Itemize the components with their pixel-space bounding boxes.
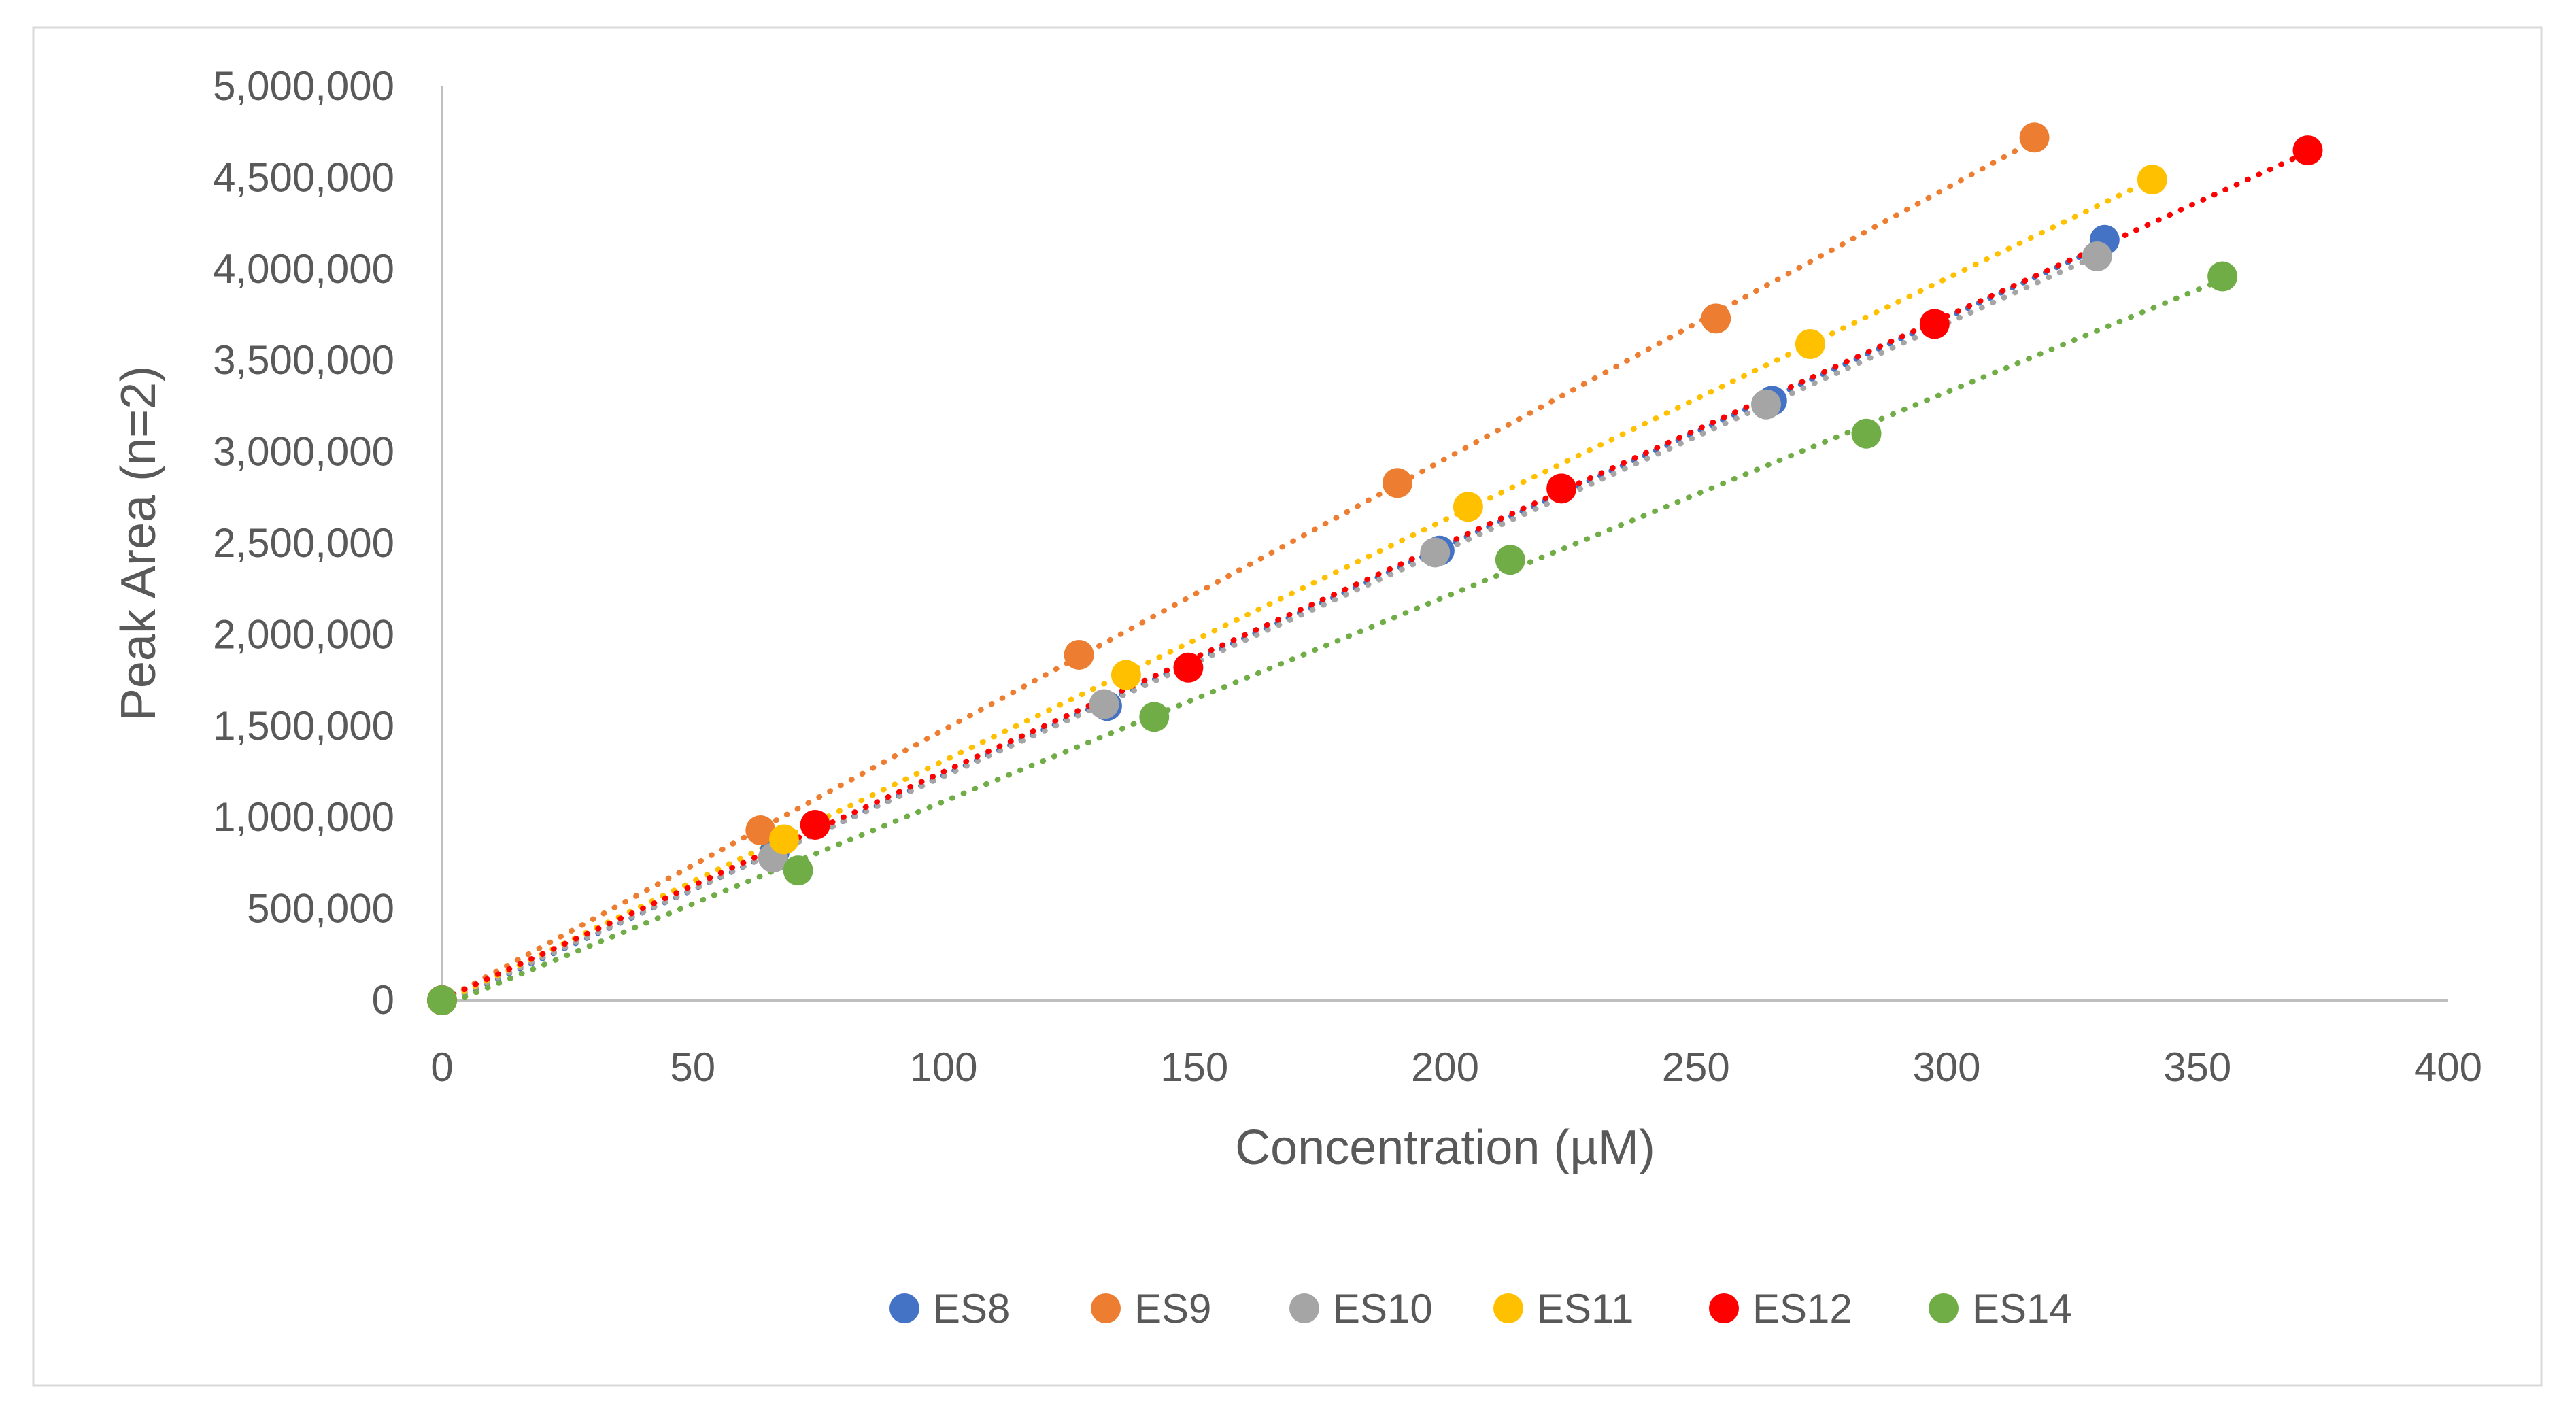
legend-marker-es14 — [1929, 1293, 1959, 1323]
trendline-es12 — [439, 149, 2311, 1002]
point-es9 — [1701, 303, 1731, 334]
chart-frame — [32, 26, 2543, 1387]
legend-marker-es11 — [1493, 1293, 1523, 1323]
y-tick-label: 500,000 — [247, 886, 394, 932]
point-es12 — [1546, 473, 1577, 504]
legend-label-es14: ES14 — [1972, 1286, 2072, 1331]
point-es9 — [1064, 639, 1094, 670]
x-tick-label: 100 — [909, 1044, 977, 1090]
trendlines — [439, 137, 2311, 1009]
trendline-es14 — [439, 277, 2226, 1009]
legend: ES8 ES9 ES10 ES11 ES12 ES14 — [889, 1286, 2072, 1331]
y-tick-label: 0 — [372, 977, 394, 1023]
x-tick-label: 200 — [1411, 1044, 1479, 1090]
y-tick-label: 4,000,000 — [213, 246, 394, 292]
point-es10 — [1420, 537, 1451, 568]
point-es9 — [1382, 468, 1412, 498]
y-axis-title: Peak Area (n=2) — [112, 366, 166, 721]
y-tick-labels: 0 500,000 1,000,000 1,500,000 2,000,000 2,500… — [213, 63, 394, 1023]
trendline-es9 — [439, 137, 2037, 1004]
y-tick-label: 2,500,000 — [213, 520, 394, 566]
point-es12 — [2292, 135, 2323, 166]
trendline-es11 — [439, 177, 2155, 1005]
x-tick-label: 300 — [1912, 1044, 1980, 1090]
point-es12 — [1173, 652, 1204, 683]
point-es14 — [1495, 545, 1525, 575]
y-tick-label: 4,500,000 — [213, 154, 394, 200]
y-tick-label: 3,500,000 — [213, 337, 394, 383]
point-es10 — [2082, 241, 2112, 271]
legend-label-es11: ES11 — [1537, 1286, 1633, 1331]
y-tick-label: 2,000,000 — [213, 611, 394, 657]
point-es11 — [1111, 660, 1141, 690]
legend-label-es8: ES8 — [933, 1286, 1010, 1331]
legend-marker-es8 — [889, 1293, 919, 1323]
legend-marker-es10 — [1289, 1293, 1319, 1323]
legend-marker-es12 — [1709, 1293, 1739, 1323]
point-es12 — [1919, 309, 1950, 339]
point-es9 — [2019, 122, 2050, 153]
legend-label-es10: ES10 — [1333, 1286, 1433, 1331]
y-tick-label: 3,000,000 — [213, 429, 394, 475]
point-es14 — [783, 855, 813, 886]
point-es10 — [1089, 689, 1119, 719]
legend-marker-es9 — [1091, 1293, 1121, 1323]
point-es14 — [427, 985, 457, 1015]
point-es11 — [1795, 329, 1825, 360]
x-tick-label: 150 — [1160, 1044, 1228, 1090]
point-es12 — [800, 809, 830, 840]
x-tick-label: 50 — [670, 1044, 715, 1090]
trendline-es10 — [439, 252, 2100, 1006]
data-points — [427, 122, 2323, 1015]
point-es10 — [1751, 389, 1781, 420]
point-es11 — [768, 824, 799, 855]
y-tick-label: 5,000,000 — [213, 63, 394, 109]
x-tick-label: 0 — [430, 1044, 453, 1090]
point-es11 — [1453, 492, 1483, 522]
x-tick-label: 400 — [2414, 1044, 2482, 1090]
point-es14 — [1851, 418, 1882, 449]
x-tick-label: 350 — [2163, 1044, 2231, 1090]
x-axis-title: Concentration (µM) — [1235, 1121, 1655, 1175]
point-es11 — [2137, 165, 2167, 195]
point-es9 — [745, 815, 776, 846]
y-tick-label: 1,500,000 — [213, 703, 394, 749]
legend-label-es9: ES9 — [1134, 1286, 1211, 1331]
x-tick-label: 250 — [1662, 1044, 1730, 1090]
x-tick-labels: 0 50 100 150 200 250 300 350 400 — [430, 1044, 2482, 1090]
point-es14 — [1139, 702, 1170, 732]
legend-label-es12: ES12 — [1752, 1286, 1852, 1331]
y-tick-label: 1,000,000 — [213, 794, 394, 840]
point-es14 — [2207, 261, 2238, 292]
